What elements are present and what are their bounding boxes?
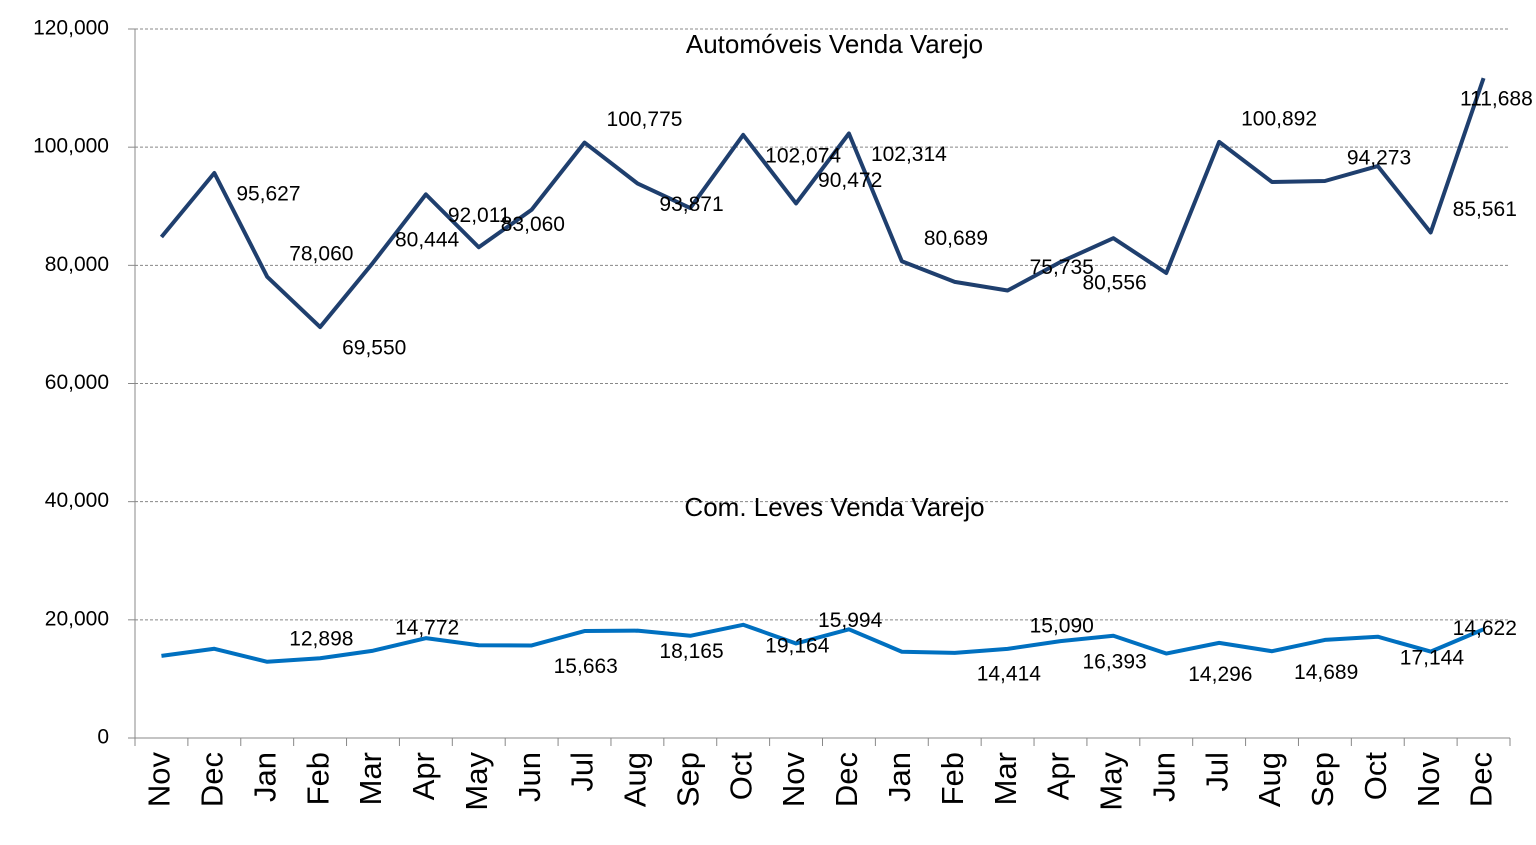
data-label: 14,296: [1188, 663, 1252, 686]
data-label: 14,689: [1294, 661, 1358, 684]
data-label: 12,898: [289, 627, 353, 650]
x-tick-label: Jun: [512, 752, 547, 802]
x-tick-label: Dec: [829, 752, 864, 807]
x-tick-label: Jan: [882, 752, 917, 802]
y-tick-label: 60,000: [45, 371, 109, 394]
series-name: Automóveis Venda Varejo: [686, 29, 983, 59]
data-label: 94,273: [1347, 147, 1411, 170]
data-label: 100,775: [607, 108, 683, 131]
x-tick-label: Nov: [142, 752, 177, 808]
data-label: 69,550: [342, 337, 406, 360]
data-label: 111,688: [1460, 88, 1533, 111]
x-tick-label: Mar: [353, 752, 388, 805]
data-label: 95,627: [236, 183, 300, 206]
data-label: 83,060: [501, 213, 565, 236]
data-label: 90,472: [818, 169, 882, 192]
data-label: 14,772: [395, 616, 459, 639]
data-label: 18,165: [659, 640, 723, 663]
series-line: [159, 77, 1486, 330]
y-tick-label: 80,000: [45, 253, 109, 276]
x-tick-label: Aug: [1252, 752, 1287, 807]
x-tick-label: Feb: [935, 752, 970, 805]
x-tick-label: Nov: [1411, 752, 1446, 808]
x-tick-label: Mar: [988, 752, 1023, 805]
data-label: 93,871: [659, 193, 723, 216]
x-tick-label: Apr: [406, 752, 441, 800]
data-label: 15,090: [1030, 614, 1094, 637]
y-tick-label: 100,000: [33, 135, 109, 158]
data-label: 100,892: [1241, 107, 1317, 130]
x-tick-label: Jul: [1199, 752, 1234, 792]
y-tick-label: 0: [97, 726, 109, 749]
x-tick-label: May: [1094, 752, 1129, 811]
x-tick-label: Jun: [1146, 752, 1181, 802]
x-tick-label: Oct: [1358, 752, 1393, 801]
data-label: 19,164: [765, 634, 830, 657]
y-tick-label: 20,000: [45, 607, 109, 630]
data-label: 80,444: [395, 228, 460, 251]
x-tick-label: Apr: [1041, 752, 1076, 800]
x-tick-label: May: [459, 752, 494, 811]
x-tick-label: Jul: [565, 752, 600, 792]
data-label: 78,060: [289, 242, 353, 265]
y-tick-label: 40,000: [45, 489, 109, 512]
x-tick-label: Sep: [670, 752, 705, 807]
data-label: 14,622: [1453, 617, 1517, 640]
data-label: 102,314: [871, 143, 947, 166]
x-tick-label: Sep: [1305, 752, 1340, 807]
data-label: 102,074: [765, 144, 841, 167]
x-tick-label: Feb: [300, 752, 335, 805]
x-tick-label: Oct: [723, 752, 758, 801]
data-label: 80,689: [924, 227, 988, 250]
data-label: 85,561: [1453, 198, 1517, 221]
x-tick-label: Aug: [618, 752, 653, 807]
data-label: 80,556: [1082, 272, 1146, 295]
x-tick-label: Dec: [1464, 752, 1499, 807]
series-name: Com. Leves Venda Varejo: [684, 492, 984, 522]
x-tick-label: Jan: [247, 752, 282, 802]
data-label: 75,735: [1030, 256, 1094, 279]
series-line: [161, 622, 1485, 664]
data-label: 17,144: [1400, 646, 1465, 669]
x-tick-label: Dec: [195, 752, 230, 807]
data-label: 15,663: [554, 655, 618, 678]
data-label: 14,414: [977, 662, 1042, 685]
x-tick-label: Nov: [776, 752, 811, 808]
y-tick-label: 120,000: [33, 17, 109, 40]
data-label: 16,393: [1082, 651, 1146, 674]
data-label: 15,994: [818, 609, 883, 632]
data-label: 92,011: [448, 204, 511, 227]
